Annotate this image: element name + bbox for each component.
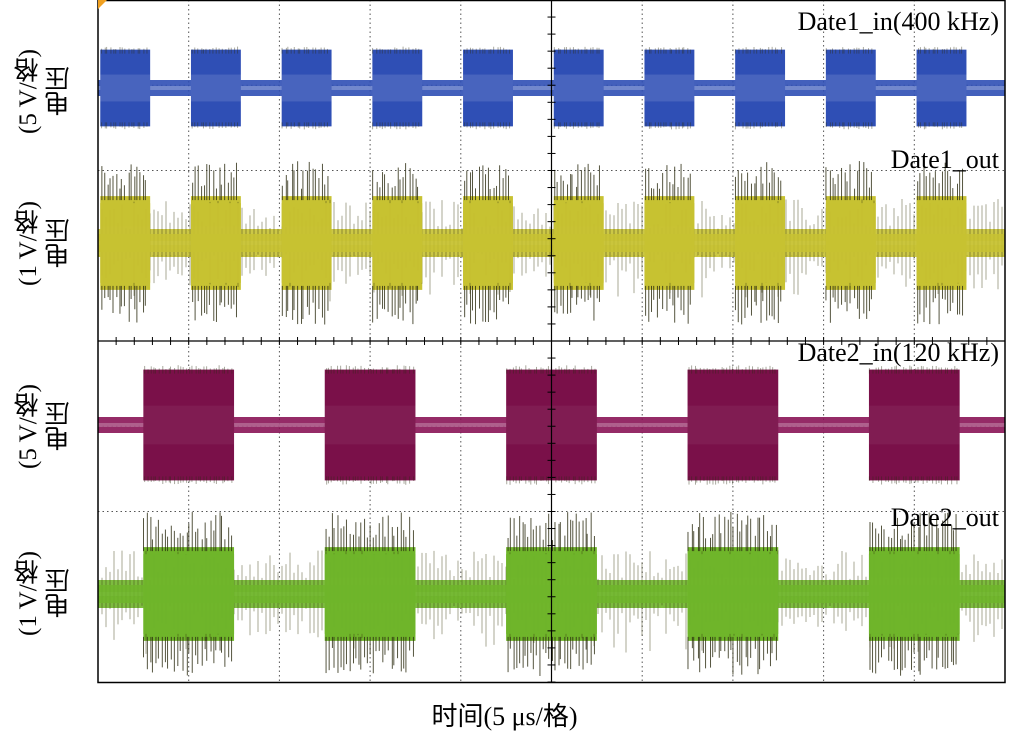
burst-3: [281, 49, 332, 127]
trace-title-1: Date1_in(400 kHz): [798, 7, 999, 36]
burst-8: [735, 49, 786, 127]
burst-5: [868, 369, 960, 481]
x-axis-label: 时间(5 μs/格): [431, 702, 578, 731]
burst-core: [735, 74, 786, 102]
burst-1: [143, 369, 235, 481]
burst-fill: [372, 203, 423, 283]
burst-core: [687, 405, 779, 445]
y-axis-quantity: 电压: [46, 568, 73, 618]
burst-core: [463, 74, 513, 102]
burst-core: [100, 74, 151, 102]
burst-4: [687, 369, 779, 481]
burst-fill: [735, 203, 786, 283]
burst-fill: [143, 554, 235, 634]
trace-title-3: Date2_in(120 kHz): [798, 338, 999, 367]
burst-fill: [825, 203, 876, 283]
y-axis-label-ch2: 电压 (1 V/格): [2, 172, 86, 314]
burst-fill: [916, 203, 967, 283]
burst-core: [825, 74, 876, 102]
y-axis-label-ch4: 电压 (1 V/格): [2, 522, 86, 664]
y-axis-scale: (1 V/格): [15, 550, 42, 636]
burst-core: [281, 74, 332, 102]
burst-core: [868, 405, 960, 445]
trace-titles: Date1_in(400 kHz) Date1_out Date2_in(120 k…: [798, 7, 1000, 532]
burst-2: [190, 49, 241, 127]
burst-9: [825, 49, 876, 127]
y-axis-scale: (1 V/格): [15, 200, 42, 286]
burst-5: [463, 49, 513, 127]
burst-fill: [463, 203, 513, 283]
burst-core: [190, 74, 241, 102]
burst-fill: [281, 203, 332, 283]
burst-core: [916, 74, 967, 102]
burst-4: [372, 49, 423, 127]
burst-core: [324, 405, 416, 445]
burst-10: [916, 49, 967, 127]
burst-core: [143, 405, 235, 445]
burst-1: [100, 49, 151, 127]
trigger-marker: [98, 0, 107, 9]
burst-6: [553, 49, 604, 127]
y-axis-quantity: 电压: [46, 218, 73, 268]
burst-core: [644, 74, 695, 102]
burst-fill: [553, 203, 604, 283]
y-axis-label-ch1: 电压 (5 V/格): [2, 20, 86, 162]
burst-fill: [687, 554, 779, 634]
y-axis-scale: (5 V/格): [15, 383, 42, 469]
y-axis-scale: (5 V/格): [15, 48, 42, 134]
burst-2: [324, 369, 416, 481]
burst-core: [372, 74, 423, 102]
burst-core: [553, 74, 604, 102]
burst-fill: [644, 203, 695, 283]
burst-fill: [100, 203, 151, 283]
trace-title-4: Date2_out: [891, 503, 1000, 532]
burst-fill: [324, 554, 416, 634]
burst-fill: [868, 554, 960, 634]
trace-title-2: Date1_out: [891, 145, 1000, 174]
burst-7: [644, 49, 695, 127]
y-axis-label-ch3: 电压 (5 V/格): [2, 355, 86, 497]
plot-frame: [97, 0, 1006, 684]
y-axis-quantity: 电压: [46, 66, 73, 116]
y-axis-quantity: 电压: [46, 401, 73, 451]
trace-3: [98, 365, 1005, 485]
burst-fill: [190, 203, 241, 283]
